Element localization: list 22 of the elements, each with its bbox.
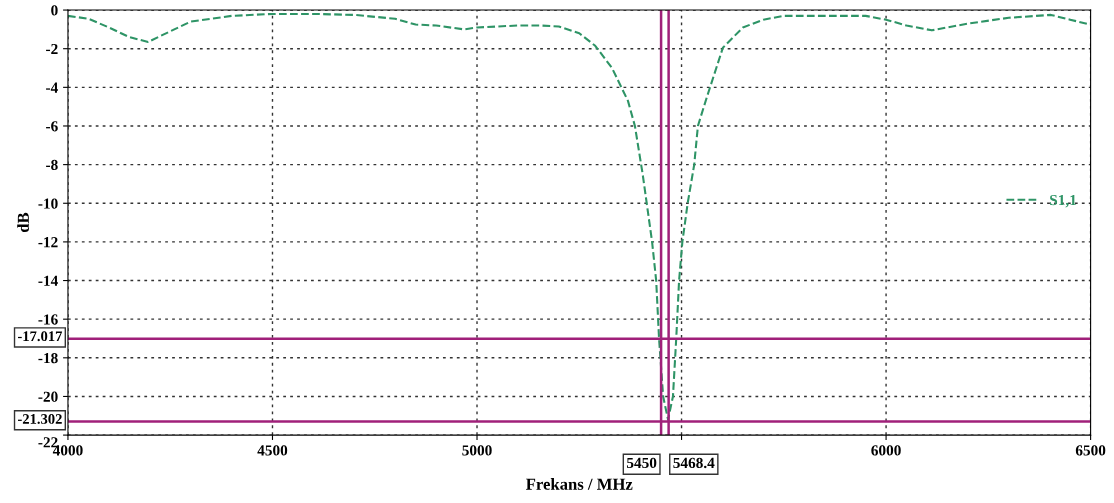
y-tick-label: -4 — [46, 82, 58, 93]
legend-label: S1,1 — [1050, 194, 1077, 208]
y-tick-label: -12 — [38, 237, 58, 248]
y-tick-label: -14 — [38, 275, 58, 286]
y-tick-label: -2 — [46, 43, 58, 54]
ref-line-label: 5468.4 — [673, 457, 715, 469]
y-tick-label: -10 — [38, 198, 58, 209]
y-tick-label: -6 — [46, 121, 58, 132]
y-tick-label: 0 — [51, 5, 58, 16]
y-tick-label: -8 — [46, 159, 58, 171]
x-tick-label: 6000 — [871, 445, 901, 456]
x-tick-label: 4500 — [257, 445, 288, 456]
y-tick-label: -18 — [38, 352, 58, 364]
ref-line-label: -17.017 — [17, 331, 63, 342]
ref-line-label: -21.302 — [17, 414, 62, 424]
x-tick-label: 5000 — [462, 445, 492, 456]
y-axis-title: dB — [17, 212, 29, 233]
ref-line-label: 5450 — [626, 457, 657, 469]
x-axis-title: Frekans / MHz — [526, 478, 633, 490]
y-tick-label: -16 — [38, 314, 58, 325]
x-tick-label: 6500 — [1075, 445, 1106, 456]
y-tick-label: -20 — [38, 391, 58, 402]
